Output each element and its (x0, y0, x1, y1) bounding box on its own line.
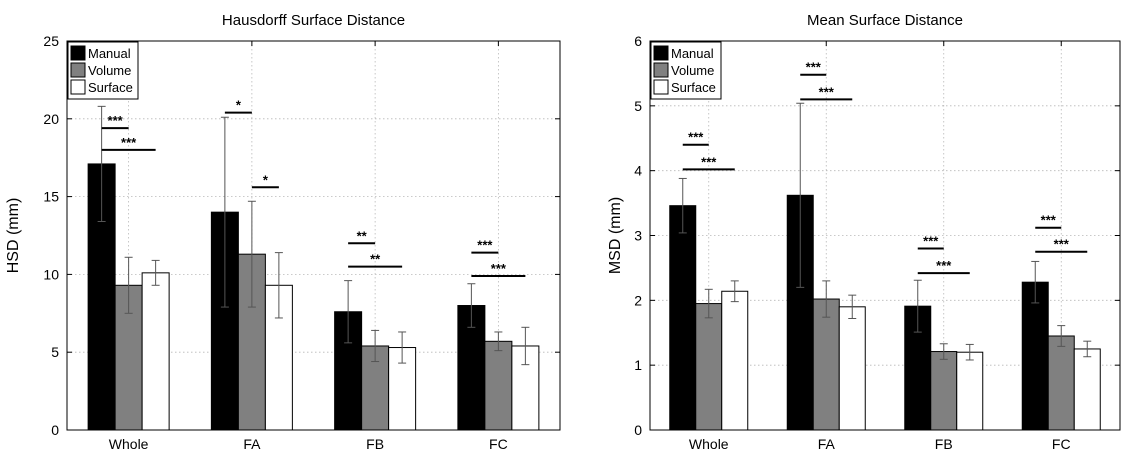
x-tick-label: FC (489, 436, 508, 452)
y-tick-label: 6 (634, 33, 642, 49)
x-tick-label: FB (366, 436, 384, 452)
legend-label-surface: Surface (88, 80, 133, 95)
chart-0: Hausdorff Surface Distance HSD (mm) 0 5 10 15… (5, 12, 561, 452)
bar-volume (1047, 335, 1075, 431)
legend-swatch-volume (653, 62, 669, 78)
y-tick-label: 5 (634, 98, 642, 114)
x-tick-label: FA (243, 436, 261, 452)
legend-label-manual: Manual (88, 46, 131, 61)
y-tick-label: 5 (51, 344, 59, 360)
significance-label: *** (819, 84, 835, 99)
bar-manual (1021, 281, 1049, 431)
x-tick-label: FC (1052, 436, 1071, 452)
bar-surface (956, 351, 984, 431)
axes-frame (649, 40, 1121, 431)
bar-volume (930, 351, 958, 431)
y-tick-label: 3 (634, 228, 642, 244)
significance-label: *** (701, 154, 717, 169)
bar-surface (838, 306, 866, 431)
y-axis-label: HSD (mm) (5, 198, 22, 274)
bar-surface (1073, 348, 1101, 431)
y-tick-label: 0 (51, 422, 59, 438)
significance-label: *** (477, 238, 493, 253)
significance-label: *** (1054, 237, 1070, 252)
legend-label-surface: Surface (671, 80, 716, 95)
x-tick-label: FB (935, 436, 953, 452)
significance-label: *** (491, 261, 507, 276)
significance-label: ** (357, 228, 368, 243)
x-tick-label: Whole (109, 436, 149, 452)
chart-title: Hausdorff Surface Distance (222, 12, 405, 29)
bar-volume (484, 340, 513, 431)
y-tick-label: 1 (634, 357, 642, 373)
y-tick-label: 20 (43, 111, 59, 127)
y-axis-label: MSD (mm) (607, 197, 624, 274)
legend-label-volume: Volume (88, 63, 131, 78)
significance-label: *** (923, 233, 939, 248)
legend-swatch-manual (653, 45, 669, 61)
legend-label-manual: Manual (671, 46, 714, 61)
significance-label: *** (121, 135, 137, 150)
x-tick-label: FA (818, 436, 836, 452)
chart-title: Mean Surface Distance (807, 12, 963, 29)
significance-label: *** (806, 60, 822, 75)
y-tick-label: 4 (634, 163, 642, 179)
y-tick-label: 15 (43, 189, 59, 205)
bar-volume (812, 298, 840, 431)
axes-frame (66, 40, 561, 431)
legend-label-volume: Volume (671, 63, 714, 78)
significance-label: * (236, 98, 242, 113)
significance-label: *** (936, 258, 952, 273)
bar-volume (695, 303, 723, 431)
y-tick-label: 25 (43, 33, 59, 49)
y-tick-label: 2 (634, 292, 642, 308)
significance-label: *** (1041, 213, 1057, 228)
legend-swatch-volume (70, 62, 86, 78)
legend-swatch-surface (653, 79, 669, 95)
chart-1: Mean Surface Distance MSD (mm) 0 1 2 3 4 5 6 Whol… (607, 12, 1121, 452)
bar-surface (141, 272, 170, 431)
x-tick-label: Whole (689, 436, 729, 452)
significance-label: ** (370, 252, 381, 267)
legend-swatch-manual (70, 45, 86, 61)
bar-manual (669, 205, 697, 431)
bar-surface (721, 290, 749, 431)
significance-label: * (263, 172, 269, 187)
significance-label: *** (688, 130, 704, 145)
significance-label: *** (108, 113, 124, 128)
legend-swatch-surface (70, 79, 86, 95)
y-tick-label: 0 (634, 422, 642, 438)
y-tick-label: 10 (43, 266, 59, 282)
